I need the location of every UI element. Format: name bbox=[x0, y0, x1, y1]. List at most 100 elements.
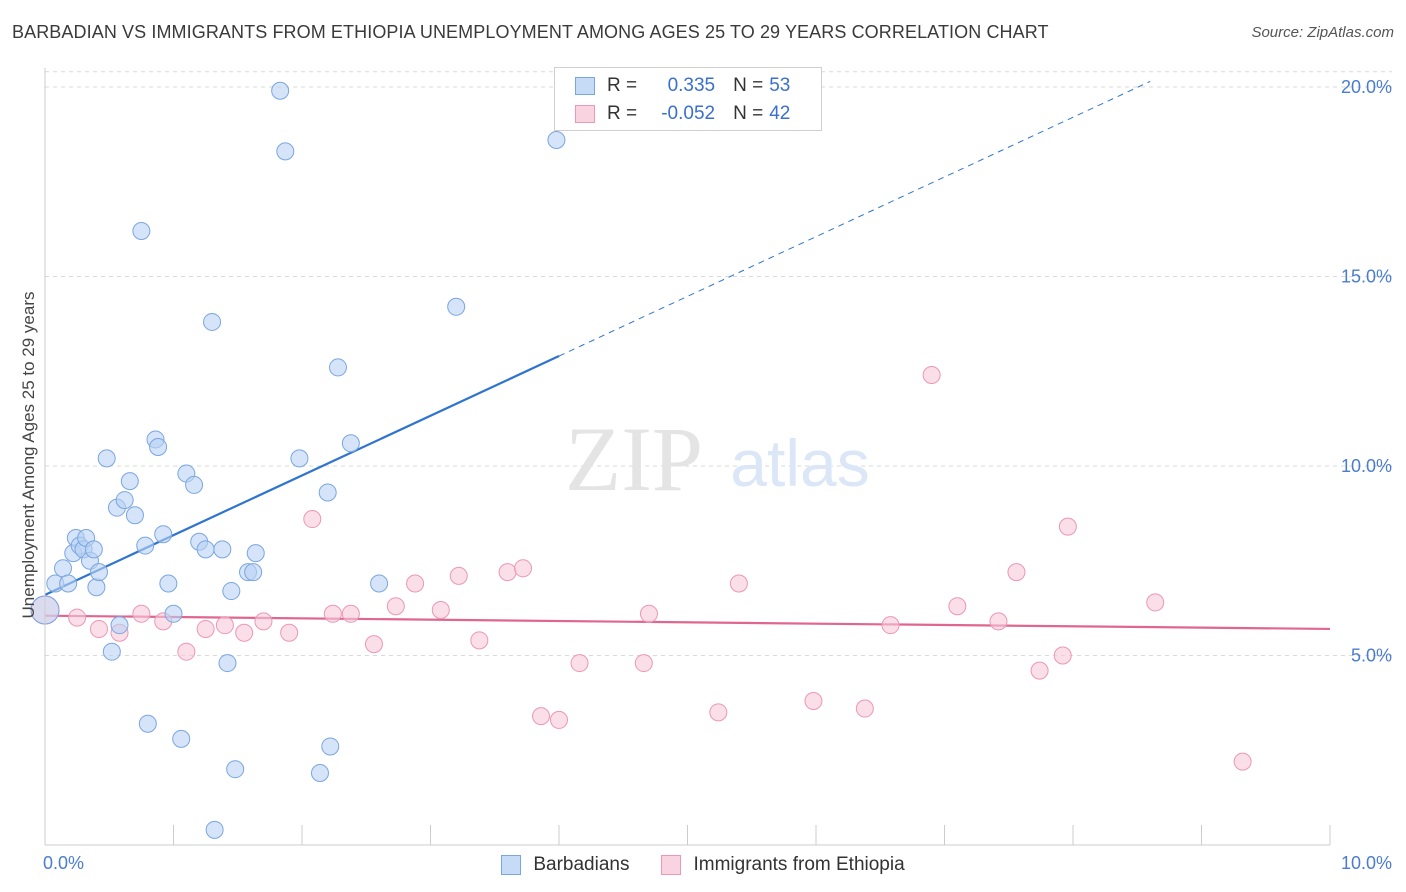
legend-label-barbadians: Barbadians bbox=[533, 854, 630, 875]
point-barbadians bbox=[447, 297, 466, 316]
point-ethiopia bbox=[804, 691, 823, 710]
trend-extension-barbadians bbox=[558, 81, 1151, 357]
point-barbadians bbox=[53, 559, 72, 578]
point-ethiopia bbox=[132, 604, 151, 623]
point-barbadians bbox=[84, 540, 103, 559]
point-barbadians bbox=[276, 142, 295, 161]
point-ethiopia bbox=[196, 619, 215, 638]
point-barbadians bbox=[370, 574, 389, 593]
point-ethiopia bbox=[280, 623, 299, 642]
point-ethiopia bbox=[303, 510, 322, 529]
point-barbadians bbox=[89, 563, 108, 582]
point-ethiopia bbox=[709, 703, 728, 722]
point-ethiopia bbox=[431, 601, 450, 620]
point-ethiopia bbox=[1146, 593, 1165, 612]
legend-row-barbadians: R = 0.335 N = 53 bbox=[575, 73, 790, 99]
legend-n-label: N = bbox=[733, 103, 764, 124]
point-ethiopia bbox=[498, 563, 517, 582]
point-ethiopia bbox=[1030, 661, 1049, 680]
point-ethiopia bbox=[948, 597, 967, 616]
point-ethiopia bbox=[177, 642, 196, 661]
point-ethiopia bbox=[235, 623, 254, 642]
point-ethiopia bbox=[1053, 646, 1072, 665]
point-ethiopia bbox=[989, 612, 1008, 631]
point-ethiopia bbox=[254, 612, 273, 631]
point-barbadians bbox=[115, 491, 134, 510]
point-barbadians bbox=[246, 544, 265, 563]
point-barbadians bbox=[87, 578, 106, 597]
x-tick-label-max: 10.0% bbox=[1341, 853, 1392, 873]
point-ethiopia bbox=[634, 654, 653, 673]
legend-swatch-blue bbox=[575, 77, 595, 95]
legend-label-ethiopia: Immigrants from Ethiopia bbox=[693, 854, 905, 875]
point-ethiopia bbox=[639, 604, 658, 623]
point-ethiopia bbox=[1233, 752, 1252, 771]
point-barbadians bbox=[59, 574, 78, 593]
point-ethiopia bbox=[729, 574, 748, 593]
legend-swatch-pink bbox=[661, 855, 682, 875]
point-barbadians bbox=[136, 536, 155, 555]
point-ethiopia bbox=[215, 616, 234, 635]
point-barbadians bbox=[196, 540, 215, 559]
point-ethiopia bbox=[449, 566, 468, 585]
point-barbadians bbox=[120, 472, 139, 491]
point-barbadians bbox=[226, 760, 245, 779]
y-tick-label: 15.0% bbox=[1341, 266, 1392, 286]
point-barbadians bbox=[244, 563, 263, 582]
point-barbadians bbox=[125, 506, 144, 525]
point-ethiopia bbox=[514, 559, 533, 578]
y-axis-title: Unemployment Among Ages 25 to 29 years bbox=[19, 292, 38, 619]
point-ethiopia bbox=[532, 707, 551, 726]
point-barbadians bbox=[138, 714, 157, 733]
point-ethiopia bbox=[922, 366, 941, 385]
point-barbadians bbox=[318, 483, 337, 502]
legend-n-value: 53 bbox=[769, 75, 791, 96]
point-barbadians bbox=[185, 475, 204, 494]
point-ethiopia bbox=[1058, 517, 1077, 536]
legend-swatch-blue bbox=[501, 855, 522, 875]
chart-title: BARBADIAN VS IMMIGRANTS FROM ETHIOPIA UN… bbox=[12, 22, 1049, 42]
legend-swatch-pink bbox=[575, 105, 595, 123]
point-ethiopia bbox=[386, 597, 405, 616]
point-ethiopia bbox=[550, 710, 568, 729]
y-tick-label: 5.0% bbox=[1351, 645, 1392, 665]
point-barbadians bbox=[149, 438, 168, 457]
point-barbadians bbox=[218, 654, 237, 673]
legend-r-label: R = bbox=[607, 75, 638, 96]
watermark-zip: ZIP bbox=[565, 408, 703, 510]
point-barbadians bbox=[328, 358, 347, 377]
legend-item-ethiopia[interactable]: Immigrants from Ethiopia bbox=[661, 854, 905, 876]
source-label: Source: ZipAtlas.com bbox=[1251, 24, 1394, 41]
point-ethiopia bbox=[1007, 563, 1026, 582]
legend-r-value: 0.335 bbox=[667, 75, 716, 96]
point-barbadians bbox=[547, 131, 566, 150]
watermark-atlas: atlas bbox=[730, 426, 869, 500]
point-barbadians bbox=[164, 604, 183, 623]
point-ethiopia bbox=[323, 604, 342, 623]
point-ethiopia bbox=[89, 619, 108, 638]
point-barbadians bbox=[205, 820, 224, 839]
point-barbadians bbox=[310, 763, 329, 782]
point-barbadians bbox=[321, 737, 340, 756]
legend-item-barbadians[interactable]: Barbadians bbox=[501, 854, 629, 876]
point-ethiopia bbox=[68, 608, 87, 627]
point-barbadians bbox=[213, 540, 232, 559]
point-ethiopia bbox=[406, 574, 425, 593]
point-barbadians bbox=[110, 616, 129, 635]
point-barbadians bbox=[154, 525, 173, 544]
y-tick-label: 10.0% bbox=[1341, 456, 1392, 476]
point-ethiopia bbox=[881, 616, 900, 635]
legend-r-value: -0.052 bbox=[661, 103, 716, 124]
point-barbadians bbox=[97, 449, 116, 468]
point-barbadians bbox=[290, 449, 309, 468]
point-barbadians bbox=[341, 434, 360, 453]
legend-n-label: N = bbox=[733, 75, 764, 96]
trend-line-barbadians bbox=[44, 355, 560, 596]
legend-row-ethiopia: R = -0.052 N = 42 bbox=[575, 101, 790, 127]
x-tick-label-min: 0.0% bbox=[43, 853, 84, 873]
legend-n-value: 42 bbox=[769, 103, 791, 124]
point-ethiopia bbox=[570, 654, 589, 673]
point-ethiopia bbox=[855, 699, 874, 718]
point-barbadians bbox=[172, 729, 191, 748]
